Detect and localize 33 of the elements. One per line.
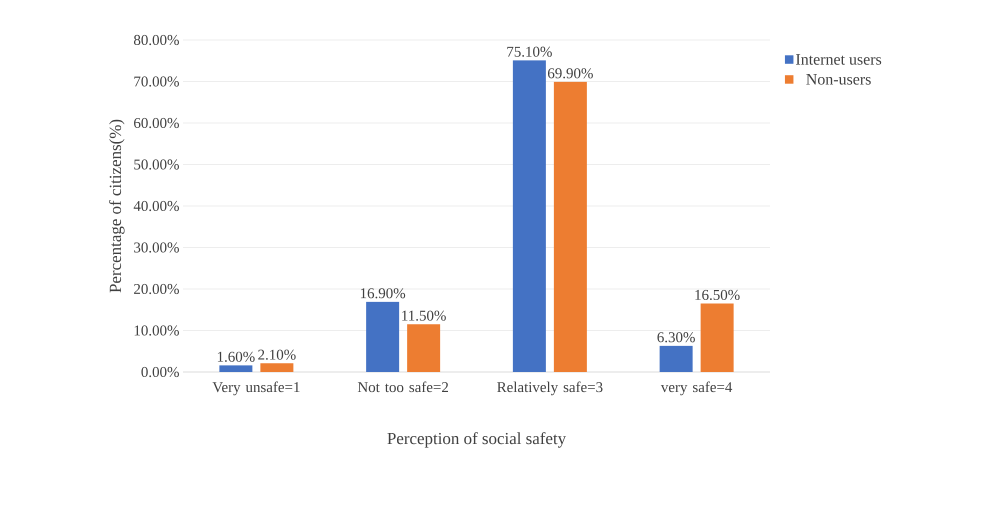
- bar: [660, 346, 693, 372]
- y-tick-label: 10.00%: [134, 325, 179, 336]
- y-tick-label: 0.00%: [141, 366, 179, 378]
- data-label: 69.90%: [548, 68, 593, 78]
- data-label: 75.10%: [507, 46, 552, 57]
- data-label: 11.50%: [402, 310, 446, 321]
- y-tick-label: 20.00%: [134, 284, 179, 294]
- x-tick-label: Very unsafe=1: [212, 382, 300, 396]
- data-label: 16.90%: [360, 288, 406, 298]
- y-axis-title: Percentage of citizens(%): [108, 120, 125, 293]
- x-tick-label: Not too safe=2: [358, 382, 448, 392]
- y-tick-label: 30.00%: [134, 242, 179, 253]
- legend-label: Internet users: [796, 54, 882, 65]
- bar: [700, 304, 734, 372]
- y-tick-label: 60.00%: [134, 118, 179, 128]
- bar: [554, 82, 587, 372]
- y-tick-label: 50.00%: [134, 159, 179, 170]
- data-label: 2.10%: [258, 350, 296, 360]
- legend-label: Non-users: [806, 74, 871, 85]
- y-tick-label: 70.00%: [134, 76, 179, 87]
- data-label: 6.30%: [657, 332, 695, 342]
- bar: [260, 363, 294, 372]
- bar: [366, 302, 400, 372]
- y-tick-label: 40.00%: [134, 200, 179, 212]
- data-label: 16.50%: [695, 290, 740, 300]
- y-tick-label: 80.00%: [134, 34, 179, 46]
- bar: [219, 365, 252, 372]
- bar: [512, 60, 546, 372]
- x-axis-title: Perception of social safety: [387, 432, 566, 448]
- bar: [407, 324, 440, 372]
- x-tick-label: very safe=4: [660, 382, 732, 396]
- data-label: 1.60%: [218, 352, 255, 362]
- x-tick-label: Relatively safe=3: [497, 382, 602, 396]
